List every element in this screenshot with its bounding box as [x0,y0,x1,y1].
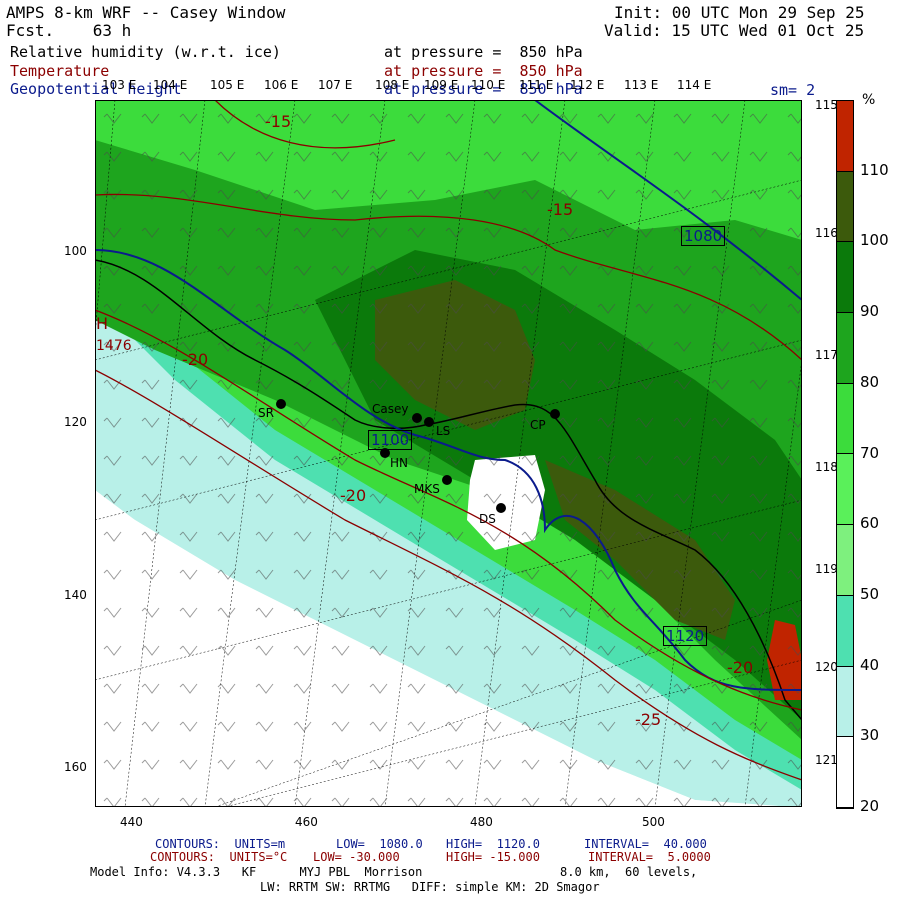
colorbar-label: 30 [860,726,880,745]
height-contour-1080 [534,100,802,301]
y-tick-label: 120 [64,415,87,429]
rh-map [95,100,802,807]
height-label-1080: 1080 [681,226,726,246]
top-lon-label: 105 E [210,78,245,92]
colorbar-swatch [837,313,853,384]
x-tick-label: 460 [295,815,318,829]
temp-label-4: -20 [340,486,367,505]
field-rh-level: at pressure = 850 hPa [384,43,583,61]
colorbar-label: 60 [860,514,880,533]
top-lon-label: 107 E [318,78,353,92]
contours1-interval: INTERVAL= 40.000 [584,837,707,851]
top-lon-label: 106 E [264,78,299,92]
model-info-physics: LW: RRTM SW: RRTMG DIFF: simple KM: 2D S… [260,880,600,894]
colorbar-label: 40 [860,655,880,674]
temp-label-5: -20 [727,658,754,677]
y-tick-label: 140 [64,588,87,602]
colorbar-swatch [837,666,853,738]
colorbar-swatch [837,454,853,526]
station-label-hn: HN [390,456,408,470]
init-time: Init: 00 UTC Mon 29 Sep 25 [614,3,865,22]
valid-time: Valid: 15 UTC Wed 01 Oct 25 [604,21,865,40]
height-contour-1100 [95,249,802,691]
top-lon-label: 114 E [677,78,712,92]
temp-label-3: -20 [182,350,209,369]
colorbar-swatch [837,525,853,596]
model-info: Model Info: V4.3.3 KF MYJ PBL Morrison [90,865,423,879]
colorbar-swatch [837,242,853,314]
colorbar-label: 20 [860,797,880,815]
colorbar-swatch [837,101,853,172]
x-tick-label: 500 [642,815,665,829]
high-marker: H [96,314,109,333]
contours2-interval: INTERVAL= 5.0000 [588,850,711,864]
temp-label-2: -15 [547,200,574,219]
colorbar-label: 90 [860,302,880,321]
station-label-sr: SR [258,406,274,420]
field-temp-level: at pressure = 850 hPa [384,62,583,80]
x-tick-label: 440 [120,815,143,829]
height-label-1120: 1120 [663,626,708,646]
colorbar-swatch [837,737,853,808]
x-tick-label: 480 [470,815,493,829]
contours2-low: LOW= -30.000 [313,850,400,864]
top-lon-label: 112 E [570,78,605,92]
colorbar-label: 80 [860,372,880,391]
contours1-high: HIGH= 1120.0 [446,837,540,851]
model-info-resolution: 8.0 km, 60 levels, [560,865,698,879]
colorbar-swatch [837,383,853,455]
y-tick-label: 100 [64,244,87,258]
high-value: 1476 [96,338,132,354]
coastline [95,259,802,721]
station-label-ls: LS [436,424,451,438]
station-label-ds: DS [479,512,496,526]
top-lon-label: 113 E [624,78,659,92]
colorbar-unit: % [862,92,876,108]
temp-label-6: -25 [635,710,662,729]
top-lon-label: 109 E [424,78,459,92]
colorbar-label: 70 [860,443,880,462]
field-height-name: Geopotential height [10,80,182,98]
temp-label-1: -15 [265,112,292,131]
top-lon-label: 108 E [375,78,410,92]
y-tick-label: 160 [64,760,87,774]
contours2-label: CONTOURS: UNITS=°C [150,850,288,864]
contours1-label: CONTOURS: UNITS=m [155,837,286,851]
top-lon-label: 110 E [471,78,506,92]
station-label-casey: Casey [372,402,409,416]
contours1-low: LOW= 1080.0 [336,837,423,851]
colorbar [836,100,854,809]
top-lon-label: 104 E [153,78,188,92]
colorbar-swatch [837,171,853,243]
station-label-mks: MKS [414,482,440,496]
forecast-hour: Fcst. 63 h [6,21,132,40]
field-temp-name: Temperature [10,62,110,80]
colorbar-label: 100 [860,231,889,250]
field-height-level: at pressure = 850 hPa [384,80,583,98]
contours2-high: HIGH= -15.000 [446,850,540,864]
colorbar-label: 110 [860,160,889,179]
field-rh-name: Relative humidity (w.r.t. ice) [10,43,281,61]
height-label-1100: 1100 [368,430,413,450]
colorbar-label: 50 [860,584,880,603]
station-label-cp: CP [530,418,546,432]
top-lon-label: 103 E [102,78,137,92]
header-title: AMPS 8-km WRF -- Casey Window [6,3,286,22]
top-lon-label: 111 E [519,78,554,92]
colorbar-swatch [837,595,853,667]
temperature-contours [95,100,802,781]
station-markers [276,399,560,513]
smoothing-label: sm= 2 [770,81,816,99]
